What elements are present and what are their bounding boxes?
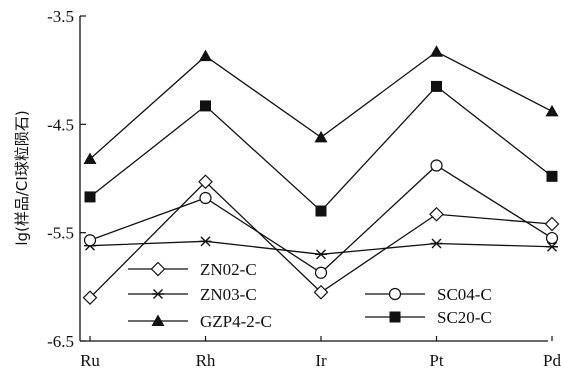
legend-item-sc04-c: SC04-C (365, 285, 492, 304)
tick-labels: -3.5 -4.5 -5.5 -6.5 Ru Rh Ir Pt Pd (47, 7, 561, 370)
data-point-zn03-c-shape (546, 241, 558, 252)
data-point-sc04-c (314, 266, 328, 279)
axes (79, 15, 553, 342)
legend-item-gzp4-2-c: GZP4-2-C (128, 312, 272, 331)
series-line-zn03-c (89, 240, 553, 255)
legend-item-sc20-c: SC20-C (365, 308, 492, 327)
series-layer (82, 45, 560, 306)
data-point-zn03-c (199, 236, 212, 247)
series-line-sc04-c (89, 164, 553, 274)
x-tick-label: Pd (543, 351, 561, 370)
data-point-sc04-c (545, 231, 559, 245)
series-sc04-c (83, 159, 559, 279)
data-point-sc04-c (430, 159, 443, 172)
data-point-zn03-c-shape (199, 236, 212, 247)
x-tick-label: Pt (429, 351, 443, 370)
data-point-gzp4-2-c (314, 130, 328, 143)
legend-item-zn02-c: ZN02-C (128, 260, 257, 279)
data-point-zn02-c (82, 290, 98, 306)
data-point-sc20-c (431, 80, 442, 92)
data-point-sc20-c (200, 100, 211, 112)
legend-item-zn03-c: ZN03-C (128, 285, 257, 304)
x-tick-label: Rh (196, 351, 216, 370)
data-point-zn03-c (430, 238, 443, 249)
data-point-gzp4-2-c (545, 104, 559, 117)
legend: ZN02-C ZN03-C GZP4-2-C SC04-C SC20-C (128, 260, 492, 331)
data-point-zn03-c (315, 249, 327, 260)
data-point-zn02-c (544, 216, 560, 232)
legend-marker (151, 314, 165, 326)
data-point-zn02-c (313, 284, 329, 300)
y-tick-label: -4.5 (47, 115, 74, 134)
legend-label: ZN02-C (200, 260, 257, 279)
data-point-zn03-c-shape (430, 238, 443, 249)
data-point-gzp4-2-c (199, 49, 212, 62)
y-tick-label: -6.5 (47, 332, 74, 351)
data-point-gzp4-2-c (430, 45, 443, 57)
data-point-gzp4-2-c (83, 152, 97, 164)
series-zn03-c (84, 236, 558, 260)
legend-marker (389, 311, 401, 323)
data-point-zn03-c-shape (315, 249, 327, 260)
legend-marker (152, 289, 164, 299)
legend-marker-shape (152, 289, 164, 299)
series-line-zn02-c (89, 180, 553, 299)
series-sc20-c (84, 80, 558, 217)
x-tick-label: Ir (315, 351, 327, 370)
legend-label: GZP4-2-C (200, 312, 272, 331)
series-gzp4-2-c (83, 45, 559, 164)
data-point-sc20-c (546, 170, 558, 182)
legend-label: ZN03-C (200, 285, 257, 304)
data-point-zn03-c (546, 241, 558, 252)
series-zn02-c (82, 174, 560, 306)
x-tick-label: Ru (80, 351, 100, 370)
legend-marker (150, 261, 166, 277)
y-tick-label: -5.5 (47, 224, 74, 243)
data-point-sc04-c (199, 191, 212, 205)
data-point-sc20-c (84, 191, 96, 203)
legend-marker (388, 287, 402, 301)
legend-label: SC04-C (437, 285, 492, 304)
y-axis-title: lg(样品/CI球粒陨石) (13, 110, 31, 245)
data-point-zn02-c (198, 174, 213, 190)
series-line-sc20-c (89, 85, 553, 212)
data-point-zn02-c (429, 206, 444, 222)
legend-label: SC20-C (437, 308, 492, 327)
y-tick-label: -3.5 (47, 7, 74, 26)
data-point-sc20-c (315, 205, 327, 217)
data-point-sc04-c (83, 234, 97, 247)
